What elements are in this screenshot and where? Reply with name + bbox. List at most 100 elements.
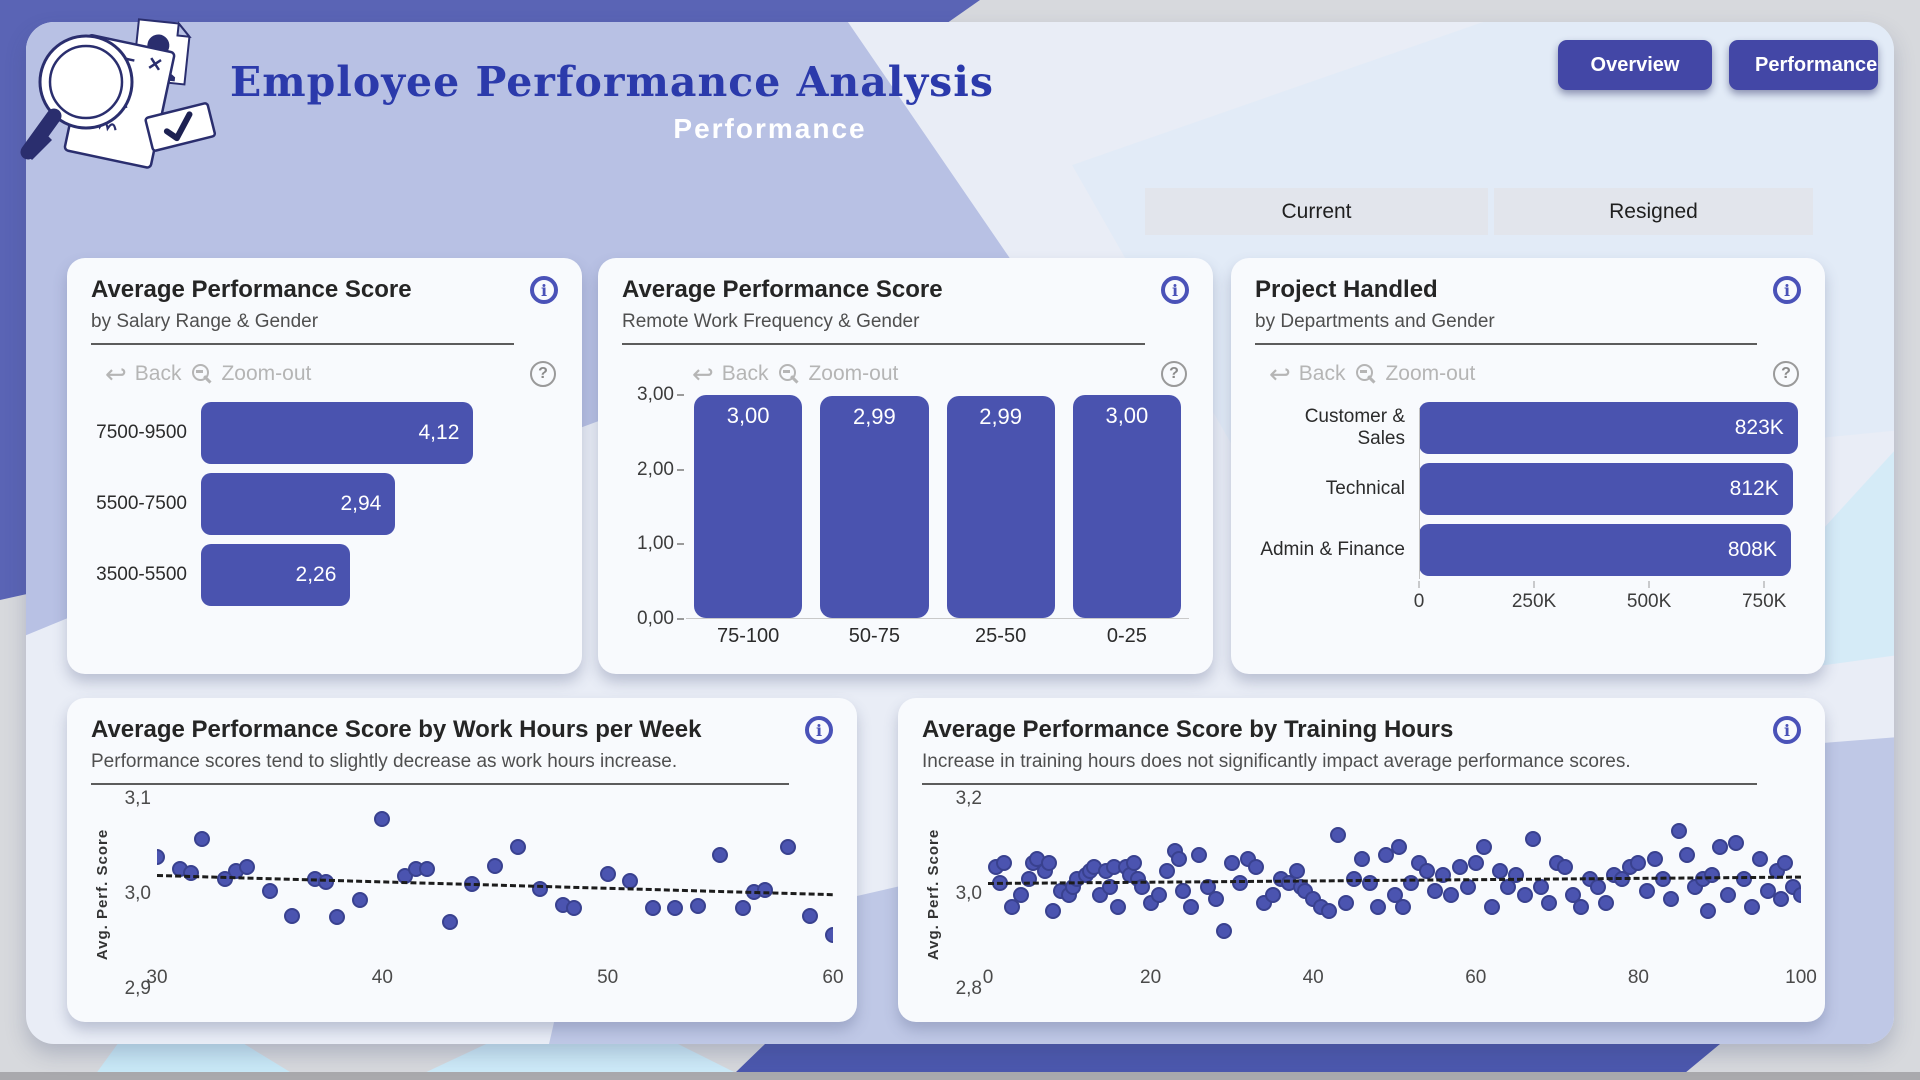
divider [91, 343, 514, 345]
bar-value-label: 823K [1734, 416, 1784, 439]
scatter-dot [1183, 899, 1200, 915]
info-icon[interactable]: i [530, 276, 558, 304]
scatter-dot [565, 899, 582, 916]
scatter-dot [1671, 823, 1688, 839]
bar-track: 823K [1419, 402, 1801, 454]
divider [622, 343, 1145, 345]
scatter-dot [532, 880, 549, 897]
card-title: Average Performance Score by Training Ho… [922, 716, 1454, 743]
bar-row: 3500-5500 2,26 [91, 544, 558, 606]
card-title: Average Performance Score by Work Hours … [91, 716, 702, 743]
x-axis: 75-100 50-75 25-50 0-25 [686, 625, 1189, 648]
bar-category-label: 3500-5500 [96, 564, 187, 585]
card-score-work-hours: Average Performance Score by Work Hours … [67, 698, 857, 1022]
scatter-dot [1719, 887, 1736, 903]
scatter-dot [1532, 879, 1549, 895]
scatter-dot [194, 831, 211, 847]
scatter-dot [1630, 855, 1647, 871]
bar: 2,99 [820, 395, 929, 618]
scatter-dot [644, 899, 661, 916]
y-axis-tick-label: 0,00 [637, 608, 674, 629]
bar: 2,26 [201, 544, 351, 606]
bar-value-label: 2,99 [852, 403, 896, 429]
y-axis-title-text: Avg. Perf. Score [94, 828, 112, 960]
scatter-dot [182, 864, 199, 881]
scatter-dot [1248, 859, 1265, 875]
y-axis: 3,00 2,00 1,00 0,00 [622, 384, 686, 629]
scatter-dot [1045, 903, 1062, 919]
x-axis-area: 0 250K 500K 750K [1414, 581, 1801, 615]
scatter-dot [1126, 855, 1143, 871]
scatter-dot [1459, 879, 1476, 895]
bar-category-label: 0-25 [1106, 625, 1147, 647]
x-axis-tickmark [1418, 581, 1420, 588]
nav-button-overview[interactable]: Overview [1558, 40, 1712, 90]
scatter-dot [1419, 863, 1436, 879]
back-button[interactable]: ↩ Back [1269, 359, 1345, 389]
info-icon[interactable]: i [1773, 276, 1801, 304]
help-icon[interactable]: ? [1161, 361, 1187, 387]
x-axis-tick-label: 20 [1140, 967, 1162, 988]
zoom-out-label: Zoom-out [808, 362, 899, 385]
x-axis-tickmark [1648, 581, 1650, 588]
tab-current[interactable]: Current [1145, 188, 1488, 235]
bar-value-label: 2,94 [340, 492, 382, 515]
scatter-dot [1020, 871, 1037, 887]
back-arrow-icon: ↩ [1269, 359, 1291, 389]
scatter-dot [1353, 851, 1370, 867]
x-axis-tick-label: 50 [597, 967, 619, 988]
zoom-out-icon [1355, 363, 1377, 385]
axis-spacer [1255, 585, 1419, 615]
scatter-dot [351, 891, 368, 908]
info-icon[interactable]: i [1773, 716, 1801, 744]
scatter-dot [992, 875, 1009, 891]
zoom-out-label: Zoom-out [221, 362, 312, 385]
y-axis-tick-label: 3,00 [637, 384, 674, 405]
scatter-main: 0 20 40 60 80 100 [983, 799, 1817, 989]
scatter-dot [1484, 899, 1501, 915]
bar-track: 2,94 [201, 473, 558, 535]
scatter-dot [1516, 887, 1533, 903]
scatter-dot [374, 811, 391, 827]
scatter-dot [1215, 923, 1232, 939]
bar-value-label: 808K [1727, 538, 1777, 561]
help-icon[interactable]: ? [530, 361, 556, 387]
training-scatter-chart: Avg. Perf. Score 3,2 3,0 2,8 0 20 40 60 80 100 [922, 788, 1817, 999]
scatter-dot [1134, 879, 1151, 895]
zoom-out-button[interactable]: Zoom-out [1355, 362, 1475, 386]
zoom-out-label: Zoom-out [1385, 362, 1476, 385]
scatter-dot [441, 914, 458, 931]
info-icon[interactable]: i [1161, 276, 1189, 304]
help-icon[interactable]: ? [1773, 361, 1799, 387]
scatter-dot [1654, 871, 1671, 887]
y-axis-title-text: Avg. Perf. Score [925, 828, 943, 960]
bar: 3,00 [1072, 395, 1181, 618]
zoom-out-button[interactable]: Zoom-out [778, 362, 898, 386]
tab-resigned[interactable]: Resigned [1494, 188, 1813, 235]
scatter-dot [1736, 871, 1753, 887]
nav-button-performance[interactable]: Performance [1729, 40, 1878, 90]
x-axis-tickmark [1763, 581, 1765, 588]
x-axis-tick-label: 60 [1465, 967, 1487, 988]
bar: 823K [1419, 402, 1798, 454]
scatter-dot [1500, 879, 1517, 895]
back-button[interactable]: ↩ Back [105, 361, 181, 387]
scatter-dot [1638, 883, 1655, 899]
x-axis-tick-label: 60 [822, 967, 844, 988]
scatter-dot [261, 883, 278, 899]
y-axis-tick-label: 3,0 [124, 883, 151, 904]
scatter-dot [1443, 887, 1460, 903]
card-avg-score-remote: Average Performance Score Remote Work Fr… [598, 258, 1213, 674]
bar-column: 2,99 [946, 395, 1055, 618]
scatter-dot [1171, 851, 1188, 867]
zoom-out-button[interactable]: Zoom-out [191, 362, 311, 386]
bar: 808K [1419, 524, 1791, 576]
back-button[interactable]: ↩ Back [692, 361, 768, 387]
y-axis-title: Avg. Perf. Score [91, 799, 115, 989]
scatter-dot [1451, 859, 1468, 875]
x-axis: 30 40 50 60 [146, 959, 843, 989]
scatter-dot [1402, 875, 1419, 891]
info-icon[interactable]: i [805, 716, 833, 744]
y-axis-tick-label: 2,8 [955, 978, 982, 999]
scatter-dot [1646, 851, 1663, 867]
